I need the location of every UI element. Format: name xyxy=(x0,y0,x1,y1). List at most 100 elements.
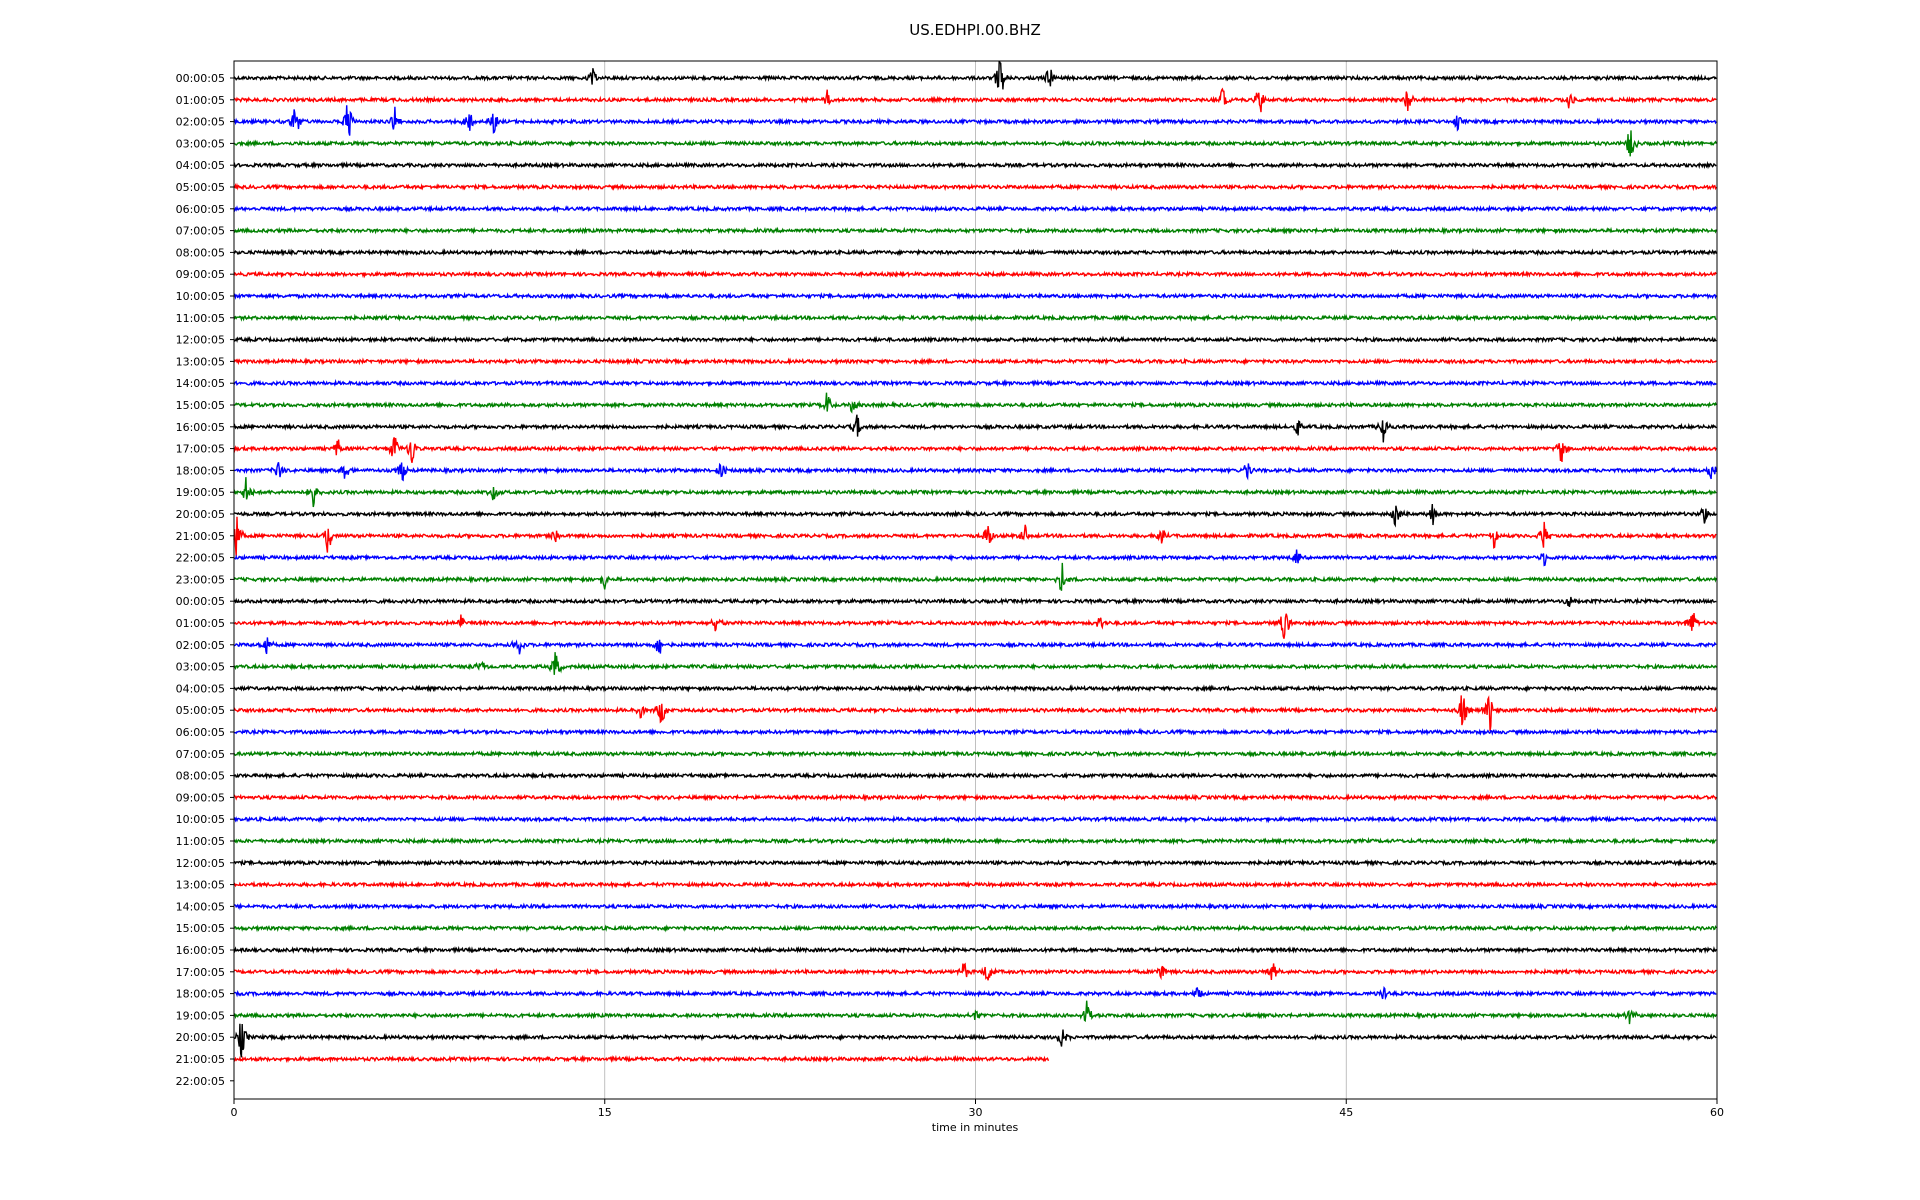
row-label: 19:00:05 xyxy=(176,1009,225,1022)
trace-row xyxy=(233,392,1717,414)
row-label: 07:00:05 xyxy=(176,748,225,761)
trace-row xyxy=(233,105,1717,136)
trace-row xyxy=(233,160,1717,170)
trace-row xyxy=(233,771,1717,780)
trace-row xyxy=(233,130,1717,157)
row-label: 13:00:05 xyxy=(176,355,225,368)
trace-row xyxy=(233,182,1717,192)
traces xyxy=(233,60,1717,1064)
trace-row xyxy=(233,414,1717,443)
trace-row xyxy=(233,226,1717,235)
row-label: 22:00:05 xyxy=(176,1075,225,1088)
trace-row xyxy=(233,378,1717,388)
row-label: 05:00:05 xyxy=(176,181,225,194)
trace-row xyxy=(233,1023,1717,1058)
trace-row xyxy=(233,985,1717,1001)
row-label: 14:00:05 xyxy=(176,377,225,390)
trace-row xyxy=(233,437,1717,463)
row-label: 21:00:05 xyxy=(176,1053,225,1066)
row-label: 19:00:05 xyxy=(176,486,225,499)
trace-row xyxy=(233,516,1717,557)
trace-row xyxy=(233,248,1717,257)
trace-row xyxy=(233,462,1717,482)
row-label: 05:00:05 xyxy=(176,704,225,717)
row-label: 22:00:05 xyxy=(176,552,225,565)
row-label: 11:00:05 xyxy=(176,835,225,848)
x-tick-label: 0 xyxy=(231,1106,238,1119)
trace-row xyxy=(233,814,1717,824)
trace-row xyxy=(233,503,1717,528)
row-label: 20:00:05 xyxy=(176,508,225,521)
trace-row xyxy=(233,684,1717,693)
trace-row xyxy=(233,962,1717,981)
trace-row xyxy=(233,836,1717,846)
row-label: 12:00:05 xyxy=(176,334,225,347)
trace-row xyxy=(233,695,1717,732)
row-label: 06:00:05 xyxy=(176,726,225,739)
row-label: 17:00:05 xyxy=(176,966,225,979)
trace-row xyxy=(233,652,1717,675)
row-label: 11:00:05 xyxy=(176,312,225,325)
trace-row xyxy=(233,880,1717,889)
row-label: 10:00:05 xyxy=(176,813,225,826)
row-label: 12:00:05 xyxy=(176,857,225,870)
row-label: 18:00:05 xyxy=(176,988,225,1001)
trace-row xyxy=(233,291,1717,301)
row-label: 04:00:05 xyxy=(176,682,225,695)
row-label: 00:00:05 xyxy=(176,72,225,85)
row-label: 00:00:05 xyxy=(176,595,225,608)
row-label: 18:00:05 xyxy=(176,464,225,477)
trace-row xyxy=(233,637,1717,655)
row-label: 13:00:05 xyxy=(176,879,225,892)
trace-row xyxy=(233,945,1717,955)
x-tick-label: 45 xyxy=(1339,1106,1353,1119)
trace-row xyxy=(233,549,1717,567)
row-label: 15:00:05 xyxy=(176,399,225,412)
trace-row xyxy=(233,270,1717,279)
trace-row xyxy=(233,335,1717,344)
trace-row xyxy=(233,60,1717,90)
row-label: 07:00:05 xyxy=(176,225,225,238)
row-label: 03:00:05 xyxy=(176,137,225,150)
chart-title: US.EDHPI.00.BHZ xyxy=(909,21,1041,39)
row-label: 15:00:05 xyxy=(176,922,225,935)
trace-row xyxy=(233,562,1717,591)
x-axis: 0 15 30 45 60 xyxy=(231,1099,1724,1119)
row-label: 23:00:05 xyxy=(176,573,225,586)
row-label: 20:00:05 xyxy=(176,1031,225,1044)
trace-row xyxy=(233,1054,1050,1064)
trace-row xyxy=(233,1000,1717,1025)
row-label: 02:00:05 xyxy=(176,116,225,129)
x-tick-label: 15 xyxy=(598,1106,612,1119)
row-label: 16:00:05 xyxy=(176,421,225,434)
row-label: 14:00:05 xyxy=(176,900,225,913)
trace-row xyxy=(233,87,1717,113)
row-label: 09:00:05 xyxy=(176,791,225,804)
row-label: 03:00:05 xyxy=(176,661,225,674)
row-label: 09:00:05 xyxy=(176,268,225,281)
trace-row xyxy=(233,204,1717,214)
trace-row xyxy=(233,749,1717,759)
trace-row xyxy=(233,923,1717,933)
trace-row xyxy=(233,793,1717,802)
row-labels: 00:00:05 01:00:05 02:00:05 03:00:05 04:00:05… xyxy=(176,72,234,1088)
trace-row xyxy=(233,858,1717,868)
row-label: 17:00:05 xyxy=(176,443,225,456)
trace-row xyxy=(233,612,1717,639)
row-label: 01:00:05 xyxy=(176,94,225,107)
row-label: 06:00:05 xyxy=(176,203,225,216)
trace-row xyxy=(233,313,1717,323)
row-label: 21:00:05 xyxy=(176,530,225,543)
trace-row xyxy=(234,902,1717,911)
row-label: 08:00:05 xyxy=(176,770,225,783)
trace-row xyxy=(233,727,1717,737)
trace-row xyxy=(233,357,1717,366)
row-label: 10:00:05 xyxy=(176,290,225,303)
row-label: 08:00:05 xyxy=(176,246,225,259)
row-label: 04:00:05 xyxy=(176,159,225,172)
trace-row xyxy=(233,477,1717,508)
row-label: 16:00:05 xyxy=(176,944,225,957)
x-tick-label: 60 xyxy=(1710,1106,1724,1119)
x-axis-label: time in minutes xyxy=(932,1121,1019,1134)
